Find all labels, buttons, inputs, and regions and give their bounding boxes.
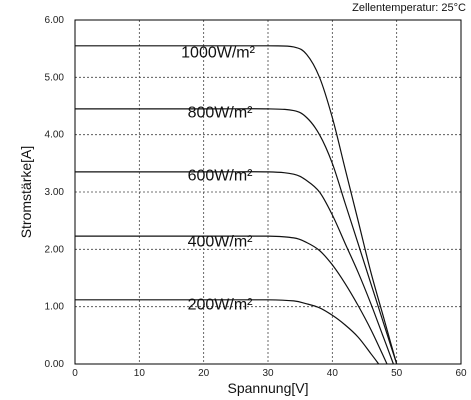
y-tick-label: 0.00 [45,359,65,370]
series-label: 400W/m² [188,233,254,250]
grid-lines [75,20,461,364]
y-axis-title: Stromstärke[A] [18,146,34,239]
y-tick-label: 5.00 [45,72,65,83]
x-tick-label: 20 [198,368,210,379]
y-tick-label: 2.00 [45,244,65,255]
series-label: 600W/m² [188,168,254,185]
x-tick-label: 10 [134,368,146,379]
x-tick-labels: 0 10 20 30 40 50 60 [72,368,467,379]
cell-temperature-annotation: Zellentemperatur: 25°C [352,2,466,14]
series-line [75,108,398,365]
y-tick-label: 4.00 [45,130,65,141]
x-tick-label: 60 [455,368,467,379]
series-labels: 1000W/m² 800W/m² 600W/m² 400W/m² 200W/m² [181,44,255,313]
x-tick-label: 50 [391,368,403,379]
series-line [75,45,398,365]
series-line [75,235,388,365]
y-tick-label: 3.00 [45,187,65,198]
series-line [74,299,380,365]
series-curves [74,45,398,365]
series-label: 1000W/m² [181,44,255,61]
y-tick-labels: 0.00 1.00 2.00 3.00 4.00 5.00 6.00 [45,15,65,370]
series-label: 200W/m² [188,297,254,314]
y-tick-label: 1.00 [45,302,65,313]
x-tick-label: 40 [327,368,339,379]
series-label: 800W/m² [188,104,254,121]
series-line [74,171,394,365]
y-tick-label: 6.00 [45,15,65,26]
x-tick-label: 0 [72,368,78,379]
x-tick-label: 30 [262,368,274,379]
plot-frame [74,19,462,365]
x-axis-title: Spannung[V] [228,380,309,396]
